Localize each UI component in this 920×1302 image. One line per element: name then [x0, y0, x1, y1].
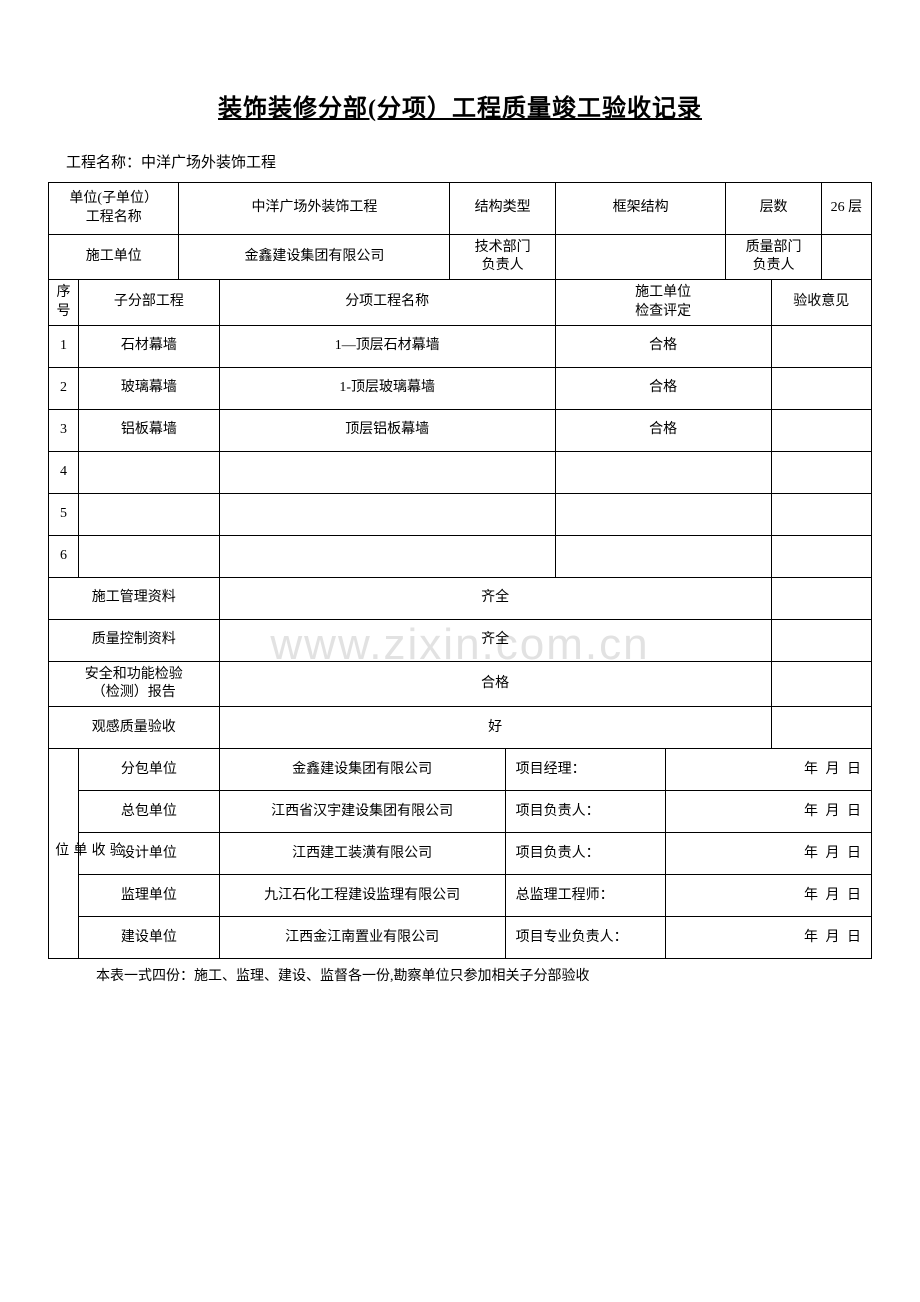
floors-label: 层数	[726, 183, 821, 235]
safety-label: 安全和功能检验 （检测）报告	[49, 661, 220, 706]
cell-opinion	[771, 535, 871, 577]
role: 监理单位	[79, 875, 220, 917]
cell-seq: 3	[49, 409, 79, 451]
table-row: 4	[49, 451, 872, 493]
company: 江西省汉宇建设集团有限公司	[219, 791, 505, 833]
person: 项目经理：	[505, 749, 666, 791]
person: 项目负责人：	[505, 791, 666, 833]
cell-check	[555, 535, 771, 577]
cell-check	[555, 493, 771, 535]
table-row: 6	[49, 535, 872, 577]
quality-dept-label: 质量部门 负责人	[726, 235, 821, 280]
qc-opinion	[771, 619, 871, 661]
unit-project-value: 中洋广场外装饰工程	[179, 183, 450, 235]
date: 年 月 日	[666, 917, 872, 959]
cell-item	[219, 493, 555, 535]
cell-seq: 5	[49, 493, 79, 535]
page-title: 装饰装修分部(分项）工程质量竣工验收记录	[48, 88, 872, 123]
cell-sub: 石材幕墙	[79, 325, 220, 367]
main-table: 单位(子单位） 工程名称 中洋广场外装饰工程 结构类型 框架结构 层数 26 层…	[48, 182, 872, 959]
safety-opinion	[771, 661, 871, 706]
floors-value: 26 层	[821, 183, 871, 235]
tech-dept-label: 技术部门 负责人	[450, 235, 555, 280]
cell-seq: 1	[49, 325, 79, 367]
quality-dept-value	[821, 235, 871, 280]
cell-sub	[79, 493, 220, 535]
safety-value: 合格	[219, 661, 771, 706]
person: 项目负责人：	[505, 833, 666, 875]
date: 年 月 日	[666, 875, 872, 917]
appearance-value: 好	[219, 707, 771, 749]
structure-type-value: 框架结构	[555, 183, 726, 235]
cell-opinion	[771, 409, 871, 451]
cell-check: 合格	[555, 367, 771, 409]
project-name-line: 工程名称：中洋广场外装饰工程	[66, 151, 872, 172]
table-row: 5	[49, 493, 872, 535]
mgmt-value: 齐全	[219, 577, 771, 619]
date: 年 月 日	[666, 749, 872, 791]
mgmt-opinion	[771, 577, 871, 619]
cell-seq: 6	[49, 535, 79, 577]
col-seq: 序 号	[49, 280, 79, 325]
col-sub-item: 分项工程名称	[219, 280, 555, 325]
person: 项目专业负责人：	[505, 917, 666, 959]
mgmt-label: 施工管理资料	[49, 577, 220, 619]
cell-check: 合格	[555, 409, 771, 451]
cell-item	[219, 451, 555, 493]
qc-value: 齐全	[219, 619, 771, 661]
cell-sub: 铝板幕墙	[79, 409, 220, 451]
person: 总监理工程师：	[505, 875, 666, 917]
col-opinion: 验收意见	[771, 280, 871, 325]
role: 建设单位	[79, 917, 220, 959]
cell-seq: 2	[49, 367, 79, 409]
construction-unit-value: 金鑫建设集团有限公司	[179, 235, 450, 280]
tech-dept-value	[555, 235, 726, 280]
cell-item: 1—顶层石材幕墙	[219, 325, 555, 367]
cell-sub	[79, 451, 220, 493]
construction-unit-label: 施工单位	[49, 235, 179, 280]
cell-check	[555, 451, 771, 493]
role: 分包单位	[79, 749, 220, 791]
appearance-label: 观感质量验收	[49, 707, 220, 749]
cell-sub: 玻璃幕墙	[79, 367, 220, 409]
cell-item	[219, 535, 555, 577]
cell-check: 合格	[555, 325, 771, 367]
project-name-label: 工程名称：	[66, 155, 141, 171]
table-row: 2 玻璃幕墙 1-顶层玻璃幕墙 合格	[49, 367, 872, 409]
cell-opinion	[771, 493, 871, 535]
cell-seq: 4	[49, 451, 79, 493]
date: 年 月 日	[666, 833, 872, 875]
acceptance-group-label: 验 收 单 位	[49, 749, 79, 959]
cell-opinion	[771, 367, 871, 409]
cell-sub	[79, 535, 220, 577]
table-row: 3 铝板幕墙 顶层铝板幕墙 合格	[49, 409, 872, 451]
table-row: 1 石材幕墙 1—顶层石材幕墙 合格	[49, 325, 872, 367]
unit-project-label: 单位(子单位） 工程名称	[49, 183, 179, 235]
structure-type-label: 结构类型	[450, 183, 555, 235]
appearance-opinion	[771, 707, 871, 749]
date: 年 月 日	[666, 791, 872, 833]
col-inspection: 施工单位 检查评定	[555, 280, 771, 325]
qc-label: 质量控制资料	[49, 619, 220, 661]
company: 江西金江南置业有限公司	[219, 917, 505, 959]
company: 九江石化工程建设监理有限公司	[219, 875, 505, 917]
cell-opinion	[771, 451, 871, 493]
company: 金鑫建设集团有限公司	[219, 749, 505, 791]
col-sub-project: 子分部工程	[79, 280, 220, 325]
role: 总包单位	[79, 791, 220, 833]
cell-item: 顶层铝板幕墙	[219, 409, 555, 451]
cell-item: 1-顶层玻璃幕墙	[219, 367, 555, 409]
cell-opinion	[771, 325, 871, 367]
company: 江西建工装潢有限公司	[219, 833, 505, 875]
footer-note: 本表一式四份：施工、监理、建设、监督各一份,勘察单位只参加相关子分部验收	[96, 965, 872, 985]
project-name-value: 中洋广场外装饰工程	[141, 155, 276, 171]
